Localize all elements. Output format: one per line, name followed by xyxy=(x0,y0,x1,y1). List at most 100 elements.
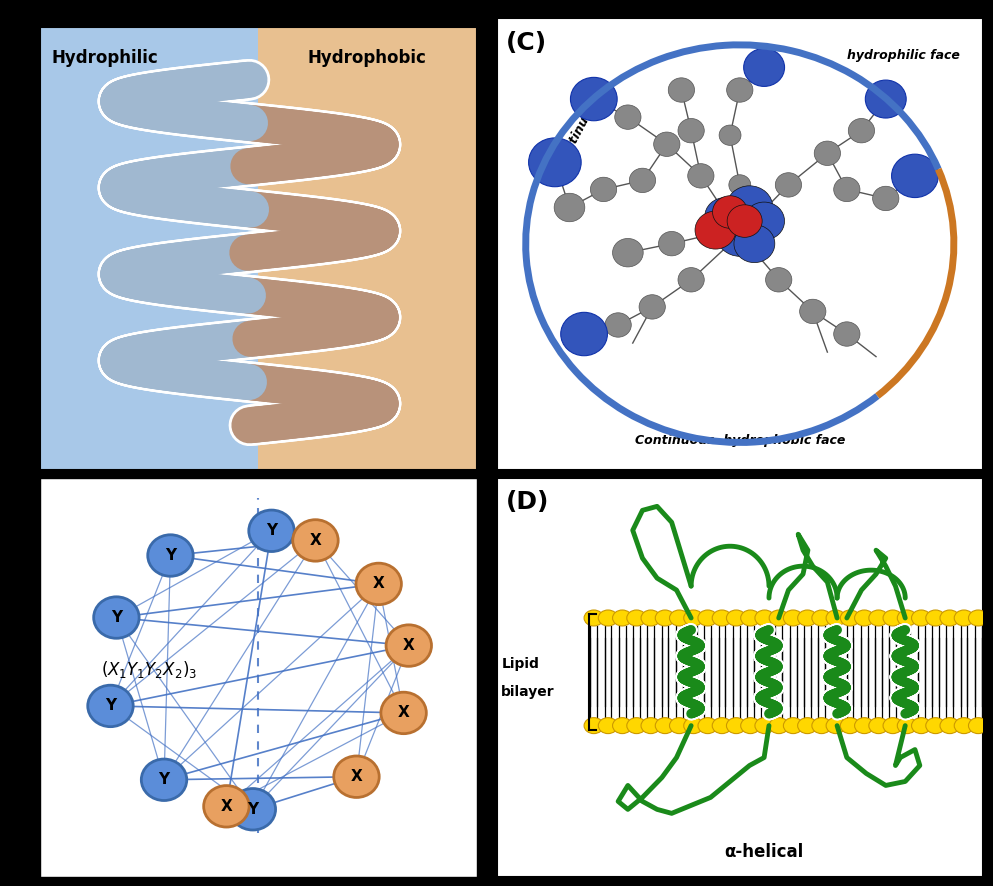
Circle shape xyxy=(712,718,732,734)
Circle shape xyxy=(641,718,660,734)
Text: Hydrophilic: Hydrophilic xyxy=(52,49,159,66)
Circle shape xyxy=(940,718,959,734)
Circle shape xyxy=(873,186,899,211)
Circle shape xyxy=(797,610,817,626)
Circle shape xyxy=(855,718,874,734)
Circle shape xyxy=(799,299,826,323)
Circle shape xyxy=(658,231,685,256)
Circle shape xyxy=(655,718,674,734)
Circle shape xyxy=(684,718,703,734)
Text: Y: Y xyxy=(266,524,277,539)
Text: X: X xyxy=(372,577,384,591)
Text: Continuous: Continuous xyxy=(555,92,604,169)
Circle shape xyxy=(615,105,641,129)
Circle shape xyxy=(554,193,585,222)
Text: X: X xyxy=(403,638,415,653)
Text: Lipid: Lipid xyxy=(501,657,539,671)
Circle shape xyxy=(655,610,674,626)
Text: Hydrophobic: Hydrophobic xyxy=(308,49,427,66)
Circle shape xyxy=(869,718,889,734)
Circle shape xyxy=(834,177,860,202)
Circle shape xyxy=(719,125,741,145)
Circle shape xyxy=(734,225,775,262)
Circle shape xyxy=(814,141,840,166)
Circle shape xyxy=(954,718,974,734)
Circle shape xyxy=(925,610,945,626)
Circle shape xyxy=(528,138,581,187)
Text: X: X xyxy=(220,799,232,814)
Circle shape xyxy=(783,610,803,626)
Circle shape xyxy=(892,154,938,198)
Circle shape xyxy=(727,205,763,237)
Circle shape xyxy=(726,186,773,229)
Text: X: X xyxy=(310,533,322,548)
Text: α-helical: α-helical xyxy=(725,843,803,861)
Circle shape xyxy=(883,718,903,734)
Circle shape xyxy=(783,718,803,734)
Circle shape xyxy=(727,78,753,102)
Text: hydrophilic face: hydrophilic face xyxy=(847,50,959,62)
Circle shape xyxy=(855,610,874,626)
Bar xyxy=(258,27,477,470)
Circle shape xyxy=(848,119,875,143)
Circle shape xyxy=(797,718,817,734)
Circle shape xyxy=(355,563,401,604)
Circle shape xyxy=(293,520,339,561)
Circle shape xyxy=(386,625,432,666)
Circle shape xyxy=(840,610,860,626)
Circle shape xyxy=(688,164,714,188)
Circle shape xyxy=(334,756,379,797)
Circle shape xyxy=(812,610,831,626)
Circle shape xyxy=(968,610,988,626)
Text: X: X xyxy=(398,705,409,720)
Circle shape xyxy=(898,610,917,626)
Circle shape xyxy=(641,610,660,626)
Circle shape xyxy=(599,718,618,734)
Circle shape xyxy=(141,759,187,801)
Text: (D): (D) xyxy=(506,491,549,515)
Circle shape xyxy=(698,718,717,734)
Circle shape xyxy=(599,610,618,626)
Circle shape xyxy=(678,119,704,143)
Circle shape xyxy=(249,510,294,551)
Circle shape xyxy=(613,718,632,734)
Circle shape xyxy=(695,211,736,249)
Circle shape xyxy=(940,610,959,626)
Circle shape xyxy=(669,610,689,626)
Circle shape xyxy=(381,692,426,734)
Circle shape xyxy=(744,202,784,240)
Circle shape xyxy=(925,718,945,734)
Circle shape xyxy=(653,132,680,157)
Circle shape xyxy=(668,78,694,102)
Circle shape xyxy=(705,198,746,236)
Circle shape xyxy=(627,718,646,734)
Circle shape xyxy=(584,718,604,734)
Bar xyxy=(40,27,258,470)
Circle shape xyxy=(826,610,846,626)
Circle shape xyxy=(584,610,604,626)
Circle shape xyxy=(826,718,846,734)
Circle shape xyxy=(912,610,931,626)
Circle shape xyxy=(776,173,801,197)
Circle shape xyxy=(770,610,788,626)
Circle shape xyxy=(697,222,724,247)
Text: Y: Y xyxy=(105,698,116,713)
Text: Y: Y xyxy=(111,610,122,625)
Circle shape xyxy=(639,295,665,319)
Circle shape xyxy=(716,213,764,256)
Circle shape xyxy=(727,718,746,734)
Circle shape xyxy=(630,168,655,192)
Circle shape xyxy=(605,313,632,338)
Circle shape xyxy=(869,610,889,626)
Circle shape xyxy=(954,610,974,626)
Text: $(X_1Y_1Y_2X_2)_3$: $(X_1Y_1Y_2X_2)_3$ xyxy=(100,659,198,680)
Text: Continuous  hydrophobic face: Continuous hydrophobic face xyxy=(635,434,845,447)
Circle shape xyxy=(669,718,689,734)
Text: Y: Y xyxy=(159,773,170,788)
Circle shape xyxy=(87,685,133,727)
Circle shape xyxy=(770,718,788,734)
Text: (C): (C) xyxy=(506,31,547,55)
Text: X: X xyxy=(351,769,362,784)
Circle shape xyxy=(755,610,775,626)
Circle shape xyxy=(230,789,276,830)
